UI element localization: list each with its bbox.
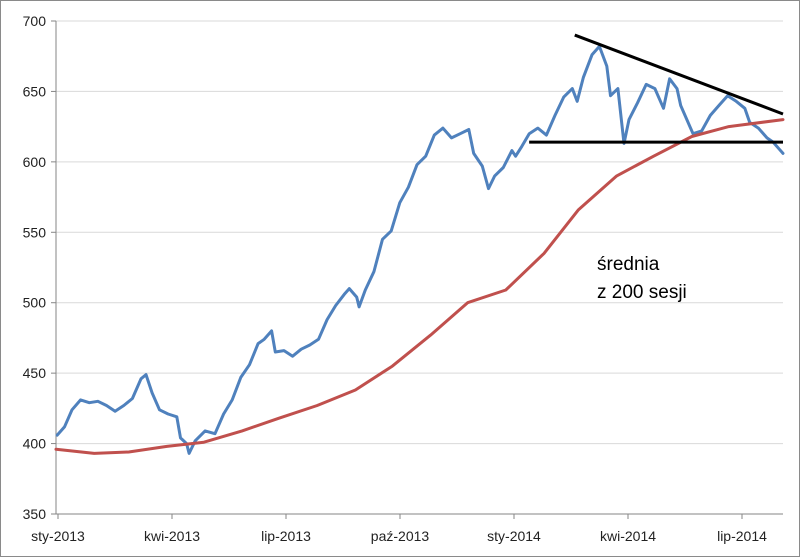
x-tick-label: lip-2013 — [261, 528, 311, 544]
y-tick-label: 400 — [23, 436, 47, 452]
y-tick-label: 700 — [23, 13, 47, 29]
x-tick-label: paź-2013 — [371, 528, 430, 544]
sma-annotation-label: średnia — [597, 254, 660, 275]
y-tick-label: 350 — [23, 506, 47, 522]
series-line-sma200 — [54, 118, 785, 455]
trendline-upper — [574, 33, 784, 116]
series-line-price — [55, 44, 785, 455]
y-tick-label: 650 — [23, 83, 47, 99]
y-tick-label: 450 — [23, 365, 47, 381]
x-tick-label: sty-2013 — [31, 528, 85, 544]
y-tick-label: 500 — [23, 295, 47, 311]
y-tick-label: 600 — [23, 154, 47, 170]
y-tick-label: 550 — [23, 224, 47, 240]
x-tick-label: lip-2014 — [717, 528, 767, 544]
x-tick-label: kwi-2014 — [600, 528, 656, 544]
x-tick-label: kwi-2013 — [144, 528, 200, 544]
x-tick-label: sty-2014 — [487, 528, 541, 544]
sma-annotation-label: z 200 sesji — [597, 282, 687, 303]
